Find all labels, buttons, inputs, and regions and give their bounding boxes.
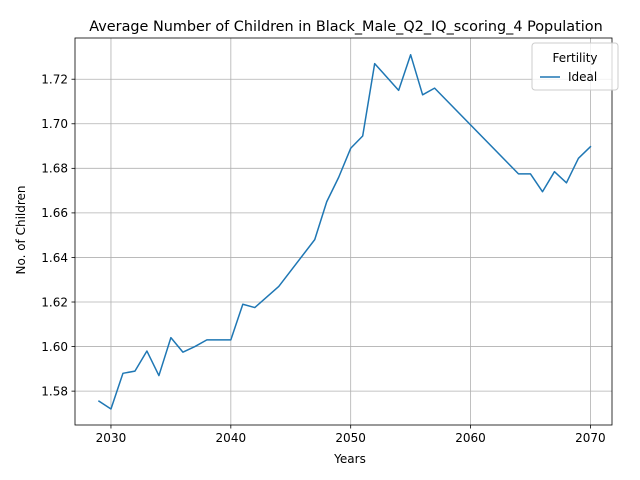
y-tick-label: 1.68 [41,162,68,176]
x-tick-label: 2050 [335,431,366,445]
ticks: 2030 2040 2050 2060 2070 1.58 1.60 1.62 1.64 1.66… [41,73,605,445]
y-axis-label: No. of Children [14,185,28,274]
y-tick-label: 1.64 [41,251,68,265]
x-tick-label: 2030 [96,431,127,445]
x-tick-label: 2070 [575,431,606,445]
legend-label-ideal: Ideal [568,70,597,84]
x-tick-label: 2040 [216,431,247,445]
x-tick-label: 2060 [455,431,486,445]
legend-box [531,42,619,91]
legend-title: Fertility [552,51,597,65]
plot-frame [74,37,613,426]
y-tick-label: 1.72 [41,73,68,87]
y-tick-label: 1.58 [41,384,68,398]
grid [75,38,612,425]
legend: Fertility Ideal [531,42,619,91]
y-tick-label: 1.62 [41,295,68,309]
y-tick-label: 1.60 [41,340,68,354]
series-line-ideal [97,53,592,410]
chart-title: Average Number of Children in Black_Male… [89,19,602,35]
x-axis-label: Years [333,452,366,466]
series-layer [97,53,592,410]
y-tick-label: 1.66 [41,206,68,220]
y-tick-label: 1.70 [41,117,68,131]
